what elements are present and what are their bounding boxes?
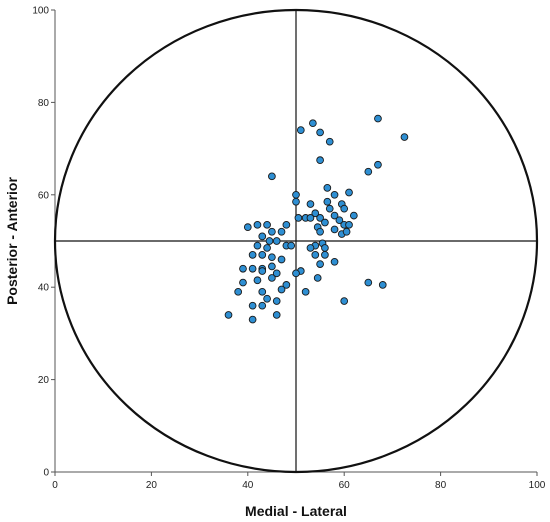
data-point — [243, 223, 252, 231]
data-point — [268, 227, 276, 236]
data-point — [306, 214, 315, 222]
data-point — [316, 260, 324, 268]
data-point — [263, 220, 271, 229]
data-point — [364, 167, 373, 176]
x-tick-label: 0 — [52, 480, 58, 491]
data-points — [224, 114, 409, 324]
y-axis-title: Posterior - Anterior — [4, 177, 20, 305]
x-tick-label: 80 — [435, 480, 447, 491]
data-point — [277, 285, 286, 294]
data-point — [263, 294, 271, 303]
data-point — [378, 281, 387, 289]
data-point — [321, 244, 329, 252]
data-point — [325, 204, 334, 213]
data-point — [330, 225, 339, 234]
data-point — [248, 315, 257, 324]
x-tick-label: 60 — [339, 480, 351, 491]
data-point — [268, 274, 276, 282]
data-point — [272, 297, 281, 305]
data-point — [342, 227, 351, 236]
data-point — [330, 257, 339, 266]
y-tick-label: 0 — [43, 468, 49, 479]
data-point — [272, 237, 281, 245]
reference-lines — [55, 10, 537, 472]
data-point — [301, 287, 310, 296]
data-point — [340, 297, 349, 305]
data-point — [316, 227, 324, 236]
data-point — [313, 274, 322, 282]
data-point — [292, 197, 300, 206]
data-point — [268, 253, 276, 262]
data-point — [316, 128, 324, 137]
data-point — [306, 244, 315, 252]
data-point — [258, 287, 267, 296]
x-axis-title: Medial - Lateral — [245, 503, 347, 519]
data-point — [340, 204, 349, 213]
tick-labels: 0 20 40 60 80 100 0 20 40 60 80 100 — [32, 6, 545, 492]
data-point — [345, 220, 353, 229]
data-point — [253, 241, 262, 250]
data-point — [282, 220, 291, 229]
x-tick-label: 20 — [146, 480, 158, 491]
data-point — [258, 232, 267, 241]
y-tick-label: 100 — [32, 6, 49, 17]
data-point — [224, 311, 233, 319]
data-point — [374, 160, 382, 169]
data-point — [316, 214, 324, 222]
data-point — [234, 287, 243, 296]
x-tick-label: 100 — [529, 480, 546, 491]
data-point — [265, 237, 274, 245]
data-point — [248, 264, 257, 273]
data-point — [239, 264, 247, 273]
y-tick-label: 20 — [38, 375, 50, 386]
data-point — [258, 301, 267, 310]
y-tick-label: 60 — [38, 190, 50, 201]
data-point — [287, 241, 296, 250]
data-point — [335, 216, 344, 225]
data-point — [325, 137, 334, 146]
data-point — [253, 276, 262, 285]
data-point — [364, 278, 373, 287]
data-point — [272, 311, 281, 319]
data-point — [345, 188, 353, 197]
data-point — [400, 133, 409, 141]
data-point — [292, 190, 300, 199]
data-point — [239, 278, 247, 287]
data-point — [248, 251, 257, 259]
data-point — [253, 220, 262, 229]
data-point — [323, 197, 332, 206]
data-point — [311, 251, 320, 259]
data-point — [296, 126, 305, 134]
data-point — [311, 209, 320, 218]
data-point — [263, 244, 271, 252]
data-point — [258, 251, 267, 259]
data-point — [282, 281, 291, 289]
data-point — [349, 211, 358, 220]
data-point — [309, 119, 317, 128]
data-point — [374, 114, 382, 123]
data-point — [248, 301, 257, 310]
y-tick-label: 80 — [38, 98, 50, 109]
data-point — [294, 214, 303, 222]
data-point — [268, 262, 276, 271]
data-point — [330, 190, 339, 199]
data-point — [316, 156, 324, 165]
y-tick-label: 40 — [38, 283, 50, 294]
data-point — [258, 267, 267, 275]
data-point — [268, 172, 276, 181]
data-point — [323, 184, 332, 192]
data-point — [321, 218, 329, 227]
data-point — [292, 269, 300, 278]
data-point — [277, 227, 286, 236]
data-point — [330, 211, 339, 220]
data-point — [306, 200, 315, 208]
data-point — [321, 251, 329, 259]
data-point — [277, 255, 286, 264]
x-tick-label: 40 — [242, 480, 254, 491]
data-point — [272, 269, 281, 278]
